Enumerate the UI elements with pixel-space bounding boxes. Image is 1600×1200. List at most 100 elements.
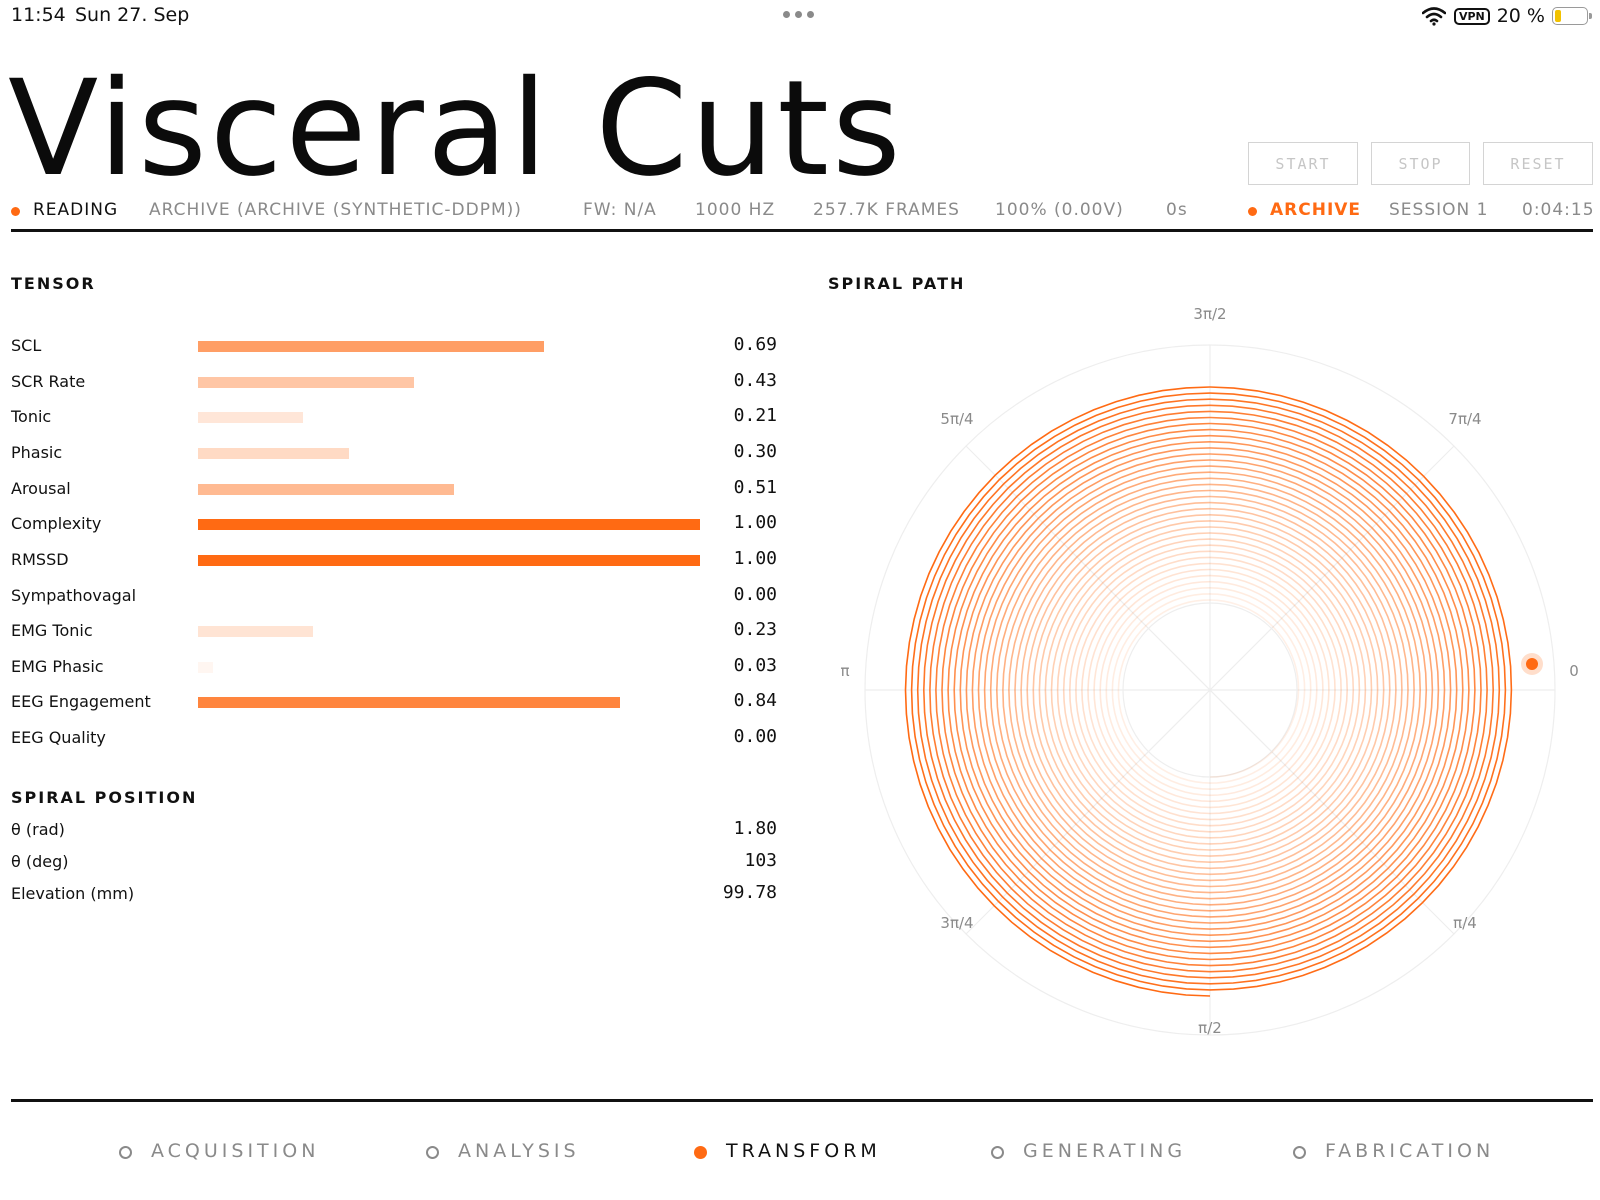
info-bar: READING ARCHIVE (ARCHIVE (SYNTHETIC-DDPM… — [11, 198, 1594, 224]
tensor-bar — [198, 377, 414, 388]
stage-ring-icon — [426, 1146, 439, 1159]
spiral-position-value: 1.80 — [733, 818, 777, 839]
tensor-bar — [198, 662, 214, 673]
spiral-position-row: θ (deg) 103 — [11, 850, 777, 876]
tensor-label: EEG Engagement — [11, 692, 151, 711]
tensor-bar-track — [198, 484, 700, 495]
stage-ring-icon — [119, 1146, 132, 1159]
spiral-segment — [1209, 447, 1452, 930]
tensor-bar-track — [198, 591, 700, 602]
spiral-segment — [1209, 526, 1373, 851]
tensor-bar-track — [198, 662, 700, 673]
spiral-segment — [1062, 544, 1211, 839]
tensor-bar — [198, 519, 700, 530]
tensor-value: 0.23 — [733, 619, 777, 640]
multitasking-dots-icon[interactable] — [783, 11, 817, 19]
start-button[interactable]: START — [1248, 142, 1358, 185]
tensor-bar — [198, 341, 545, 352]
spiral-segment — [1209, 416, 1482, 961]
spiral-segment — [922, 404, 1211, 979]
reading-dot-icon — [11, 207, 20, 216]
spiral-segment — [1209, 562, 1336, 815]
tensor-row: Tonic 0.21 — [11, 405, 777, 431]
spiral-segment — [916, 398, 1211, 985]
spiral-segment — [1209, 532, 1367, 845]
stage-ring-icon — [1293, 1146, 1306, 1159]
spiral-segment — [1209, 489, 1409, 888]
tensor-label: Sympathovagal — [11, 586, 137, 605]
spiral-position-label: θ (rad) — [11, 820, 65, 839]
spiral-path-line — [904, 386, 1513, 997]
spiral-segment — [1209, 410, 1488, 967]
tensor-bar-track — [198, 412, 700, 423]
tensor-row: EMG Tonic 0.23 — [11, 619, 777, 645]
spiral-segment — [1209, 580, 1318, 797]
spiral-segment — [1209, 544, 1355, 833]
tensor-bar-track — [198, 519, 700, 530]
status-bar: 11:54 Sun 27. Sep VPN 20 % — [0, 0, 1600, 32]
spiral-segment — [1020, 501, 1211, 882]
spiral-segment — [1209, 477, 1422, 900]
stage-label: GENERATING — [1023, 1140, 1187, 1162]
status-time: 11:54 — [11, 4, 66, 26]
firmware-label: FW: N/A — [583, 200, 657, 220]
spiral-segment — [1209, 434, 1464, 943]
stop-button[interactable]: STOP — [1371, 142, 1470, 185]
reading-status: READING — [33, 200, 119, 220]
spiral-segment — [1111, 593, 1211, 790]
source-label: ARCHIVE (ARCHIVE (SYNTHETIC-DDPM)) — [149, 200, 522, 220]
spiral-segment — [1209, 422, 1476, 955]
tensor-label: SCR Rate — [11, 372, 86, 391]
spiral-segment — [935, 416, 1211, 967]
tensor-value: 0.21 — [733, 405, 777, 426]
spiral-segment — [1209, 593, 1306, 784]
tensor-row: Complexity 1.00 — [11, 512, 777, 538]
spiral-segment — [983, 465, 1211, 918]
stage-label: FABRICATION — [1325, 1140, 1495, 1162]
tensor-bar-track — [198, 697, 700, 708]
tensor-label: Phasic — [11, 443, 63, 462]
battery-icon — [1552, 7, 1592, 25]
spiral-segment — [1209, 483, 1415, 894]
spiral-segment — [1002, 483, 1211, 900]
tensor-bar-track — [198, 555, 700, 566]
spiral-segment — [1209, 599, 1300, 778]
angle-label-bottom-left: 3π/4 — [940, 914, 973, 932]
tensor-bar — [198, 626, 314, 637]
spiral-segment — [1209, 574, 1324, 803]
spiral-segment — [1209, 441, 1458, 936]
stage-label: TRANSFORM — [726, 1140, 881, 1162]
spiral-segment — [1209, 392, 1507, 985]
spiral-segment — [1026, 507, 1211, 876]
spiral-segment — [989, 471, 1211, 912]
sample-rate: 1000 HZ — [695, 200, 776, 220]
tensor-value: 0.30 — [733, 441, 777, 462]
spiral-position-label: Elevation (mm) — [11, 884, 135, 903]
spiral-segment — [1105, 587, 1211, 797]
tensor-row: Phasic 0.30 — [11, 441, 777, 467]
spiral-segment — [995, 477, 1211, 906]
tensor-bar-track — [198, 377, 700, 388]
tensor-row: EEG Quality 0.00 — [11, 726, 777, 752]
spiral-segment — [1087, 568, 1211, 815]
wifi-icon — [1421, 7, 1446, 26]
spiral-segment — [1056, 538, 1211, 845]
tensor-bar-track — [198, 448, 700, 459]
reset-button[interactable]: RESET — [1483, 142, 1593, 185]
vpn-badge: VPN — [1453, 7, 1490, 25]
spiral-segment — [1209, 507, 1391, 870]
spiral-segment — [929, 410, 1211, 973]
spiral-segment — [1093, 574, 1211, 809]
tensor-value: 0.43 — [733, 370, 777, 391]
spiral-segment — [1209, 550, 1349, 827]
spiral-segment — [1209, 587, 1312, 790]
spiral-segment — [1209, 386, 1513, 991]
spiral-segment — [1209, 495, 1403, 882]
tensor-row: Sympathovagal 0.00 — [11, 584, 777, 610]
archive-dot-icon — [1248, 207, 1257, 216]
tensor-row: RMSSD 1.00 — [11, 548, 777, 574]
tensor-value: 0.00 — [733, 584, 777, 605]
mode-label: ARCHIVE — [1270, 200, 1362, 220]
tensor-value: 1.00 — [733, 548, 777, 569]
tensor-value: 1.00 — [733, 512, 777, 533]
